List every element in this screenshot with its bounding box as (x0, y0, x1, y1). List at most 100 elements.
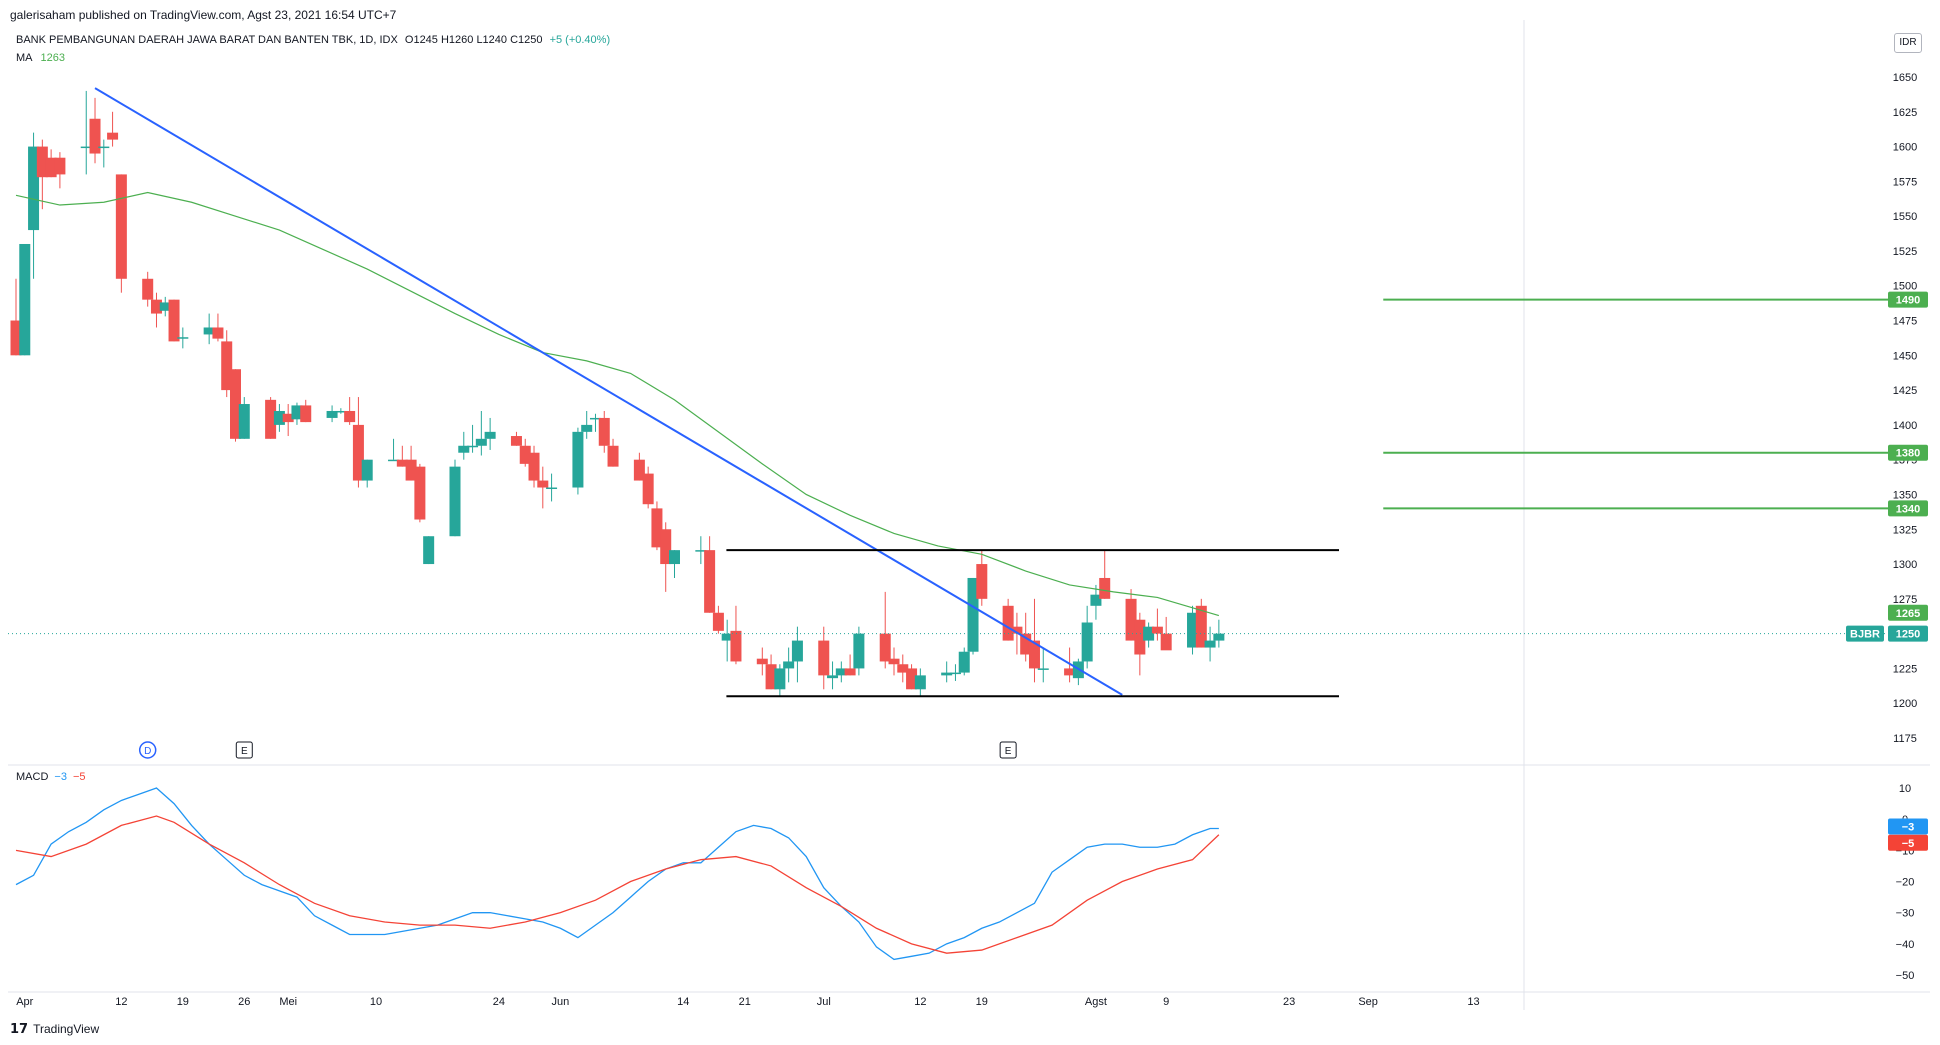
ma-legend[interactable]: MA 1263 (16, 52, 65, 64)
candle[interactable] (203, 313, 215, 345)
candle[interactable] (10, 278, 22, 356)
candle[interactable] (791, 626, 803, 683)
candle[interactable] (1064, 647, 1076, 683)
candle[interactable] (1151, 608, 1163, 641)
candle[interactable] (589, 413, 601, 432)
candle[interactable] (273, 404, 285, 432)
candle[interactable] (484, 417, 496, 450)
candle[interactable] (704, 536, 716, 613)
candle[interactable] (54, 152, 66, 189)
candle[interactable] (36, 139, 48, 210)
event-marker[interactable]: E (235, 741, 253, 759)
candlestick-series[interactable] (10, 90, 1225, 697)
candle[interactable] (660, 522, 672, 592)
candle[interactable] (669, 550, 680, 578)
candle[interactable] (976, 550, 988, 606)
candle[interactable] (344, 397, 356, 425)
tradingview-footer[interactable]: 𝟭𝟳 TradingView (10, 1021, 99, 1037)
candle[interactable] (28, 132, 40, 279)
candle[interactable] (695, 536, 707, 565)
candle[interactable] (361, 459, 373, 488)
candle[interactable] (783, 647, 795, 683)
candle[interactable] (888, 647, 900, 676)
candle[interactable] (107, 111, 119, 147)
event-marker[interactable]: E (999, 741, 1017, 759)
candle[interactable] (958, 647, 970, 676)
candle[interactable] (98, 139, 110, 168)
candle[interactable] (458, 431, 470, 460)
candle[interactable] (537, 466, 549, 509)
candle[interactable] (282, 404, 294, 437)
candle[interactable] (1037, 647, 1049, 683)
candle[interactable] (467, 424, 479, 453)
candle[interactable] (572, 427, 584, 495)
candle[interactable] (1195, 598, 1207, 648)
candle[interactable] (230, 369, 241, 442)
candle[interactable] (142, 271, 154, 307)
candle[interactable] (300, 399, 312, 423)
candle[interactable] (19, 243, 31, 356)
candle[interactable] (265, 397, 277, 439)
event-marker[interactable]: D (138, 741, 157, 759)
candle[interactable] (1081, 605, 1093, 669)
candle[interactable] (581, 410, 593, 439)
currency-button[interactable]: IDR (1894, 33, 1922, 53)
candle[interactable] (642, 466, 654, 509)
candle[interactable] (1204, 626, 1216, 662)
candle[interactable] (967, 577, 979, 655)
candle[interactable] (1002, 598, 1014, 641)
candle[interactable] (396, 445, 408, 467)
candle[interactable] (598, 410, 610, 453)
candle[interactable] (879, 591, 891, 669)
candle[interactable] (853, 626, 865, 676)
symbol-legend[interactable]: BANK PEMBANGUNAN DAERAH JAWA BARAT DAN B… (16, 34, 610, 46)
candle[interactable] (1090, 584, 1102, 620)
candle[interactable] (212, 313, 224, 342)
candle[interactable] (449, 459, 461, 537)
candle[interactable] (949, 664, 961, 681)
candle[interactable] (607, 438, 619, 467)
candle[interactable] (818, 626, 830, 690)
candle[interactable] (765, 654, 777, 690)
candle[interactable] (238, 397, 250, 439)
candle[interactable] (510, 431, 522, 446)
candle[interactable] (388, 438, 400, 462)
candle[interactable] (546, 473, 558, 502)
candle[interactable] (633, 452, 645, 481)
candle[interactable] (827, 661, 839, 690)
candle[interactable] (414, 463, 426, 523)
candle[interactable] (150, 292, 162, 328)
candle[interactable] (1160, 616, 1172, 651)
candle[interactable] (941, 661, 953, 683)
macd-pane[interactable] (15, 787, 1220, 961)
candle[interactable] (1134, 612, 1146, 676)
candle[interactable] (774, 664, 786, 697)
candle[interactable] (168, 299, 180, 342)
candle[interactable] (475, 410, 487, 456)
candle[interactable] (177, 327, 189, 349)
candle[interactable] (1187, 605, 1199, 655)
candle[interactable] (1125, 589, 1137, 641)
candle[interactable] (291, 402, 303, 425)
candle[interactable] (712, 605, 724, 634)
candle[interactable] (914, 668, 926, 697)
candle[interactable] (115, 174, 127, 293)
candle[interactable] (730, 605, 742, 665)
candle[interactable] (423, 536, 435, 565)
candle[interactable] (45, 149, 57, 178)
candle[interactable] (80, 90, 92, 175)
candle[interactable] (906, 664, 918, 690)
candle[interactable] (221, 330, 233, 398)
macd-legend[interactable]: MACD −3 −5 (16, 771, 85, 783)
candle[interactable] (405, 445, 417, 481)
candle[interactable] (756, 647, 768, 676)
candle[interactable] (651, 501, 663, 551)
candle[interactable] (352, 397, 364, 488)
candle[interactable] (89, 97, 101, 164)
candle[interactable] (1028, 598, 1040, 683)
candle[interactable] (326, 405, 338, 423)
candle[interactable] (1213, 619, 1225, 648)
candle[interactable] (528, 445, 540, 488)
candle[interactable] (897, 654, 909, 683)
candle[interactable] (721, 619, 733, 662)
